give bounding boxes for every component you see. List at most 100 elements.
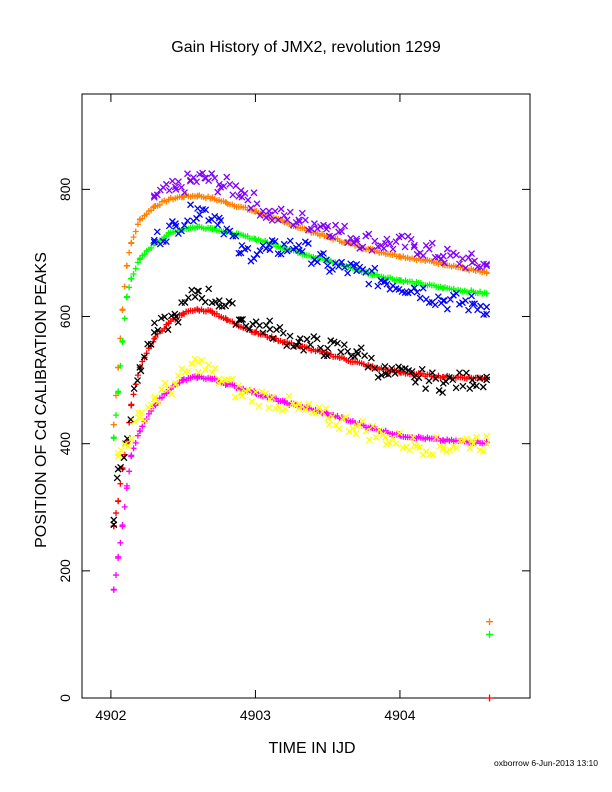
trace-point — [310, 333, 318, 341]
data-point — [114, 452, 122, 460]
trace-point — [305, 400, 313, 408]
trace-point — [132, 439, 139, 446]
trace-point — [362, 268, 370, 276]
trace-point — [473, 433, 481, 441]
trace-point — [202, 206, 210, 214]
trace-point — [298, 247, 306, 255]
trace-point — [262, 390, 269, 398]
trace-point — [121, 503, 128, 510]
trace-point — [439, 445, 447, 453]
trace-point — [361, 352, 369, 360]
trace-point — [326, 268, 333, 276]
trace-point — [310, 220, 318, 228]
trace-point — [459, 436, 467, 444]
trace-point — [141, 251, 148, 258]
trace-point — [479, 383, 487, 391]
trace-point — [419, 252, 427, 260]
trace-point — [306, 341, 314, 349]
trace-point — [231, 393, 239, 401]
trace-point — [367, 354, 375, 362]
trace-point — [413, 288, 421, 296]
trace-point — [162, 180, 170, 188]
trace-point — [151, 393, 159, 401]
trace-point — [250, 189, 258, 197]
trace-point — [380, 278, 388, 286]
trace-point — [371, 264, 379, 272]
trace-point — [395, 363, 402, 371]
trace-point — [191, 293, 199, 301]
x-tick-label: 4903 — [240, 707, 271, 723]
trace-point — [188, 286, 196, 294]
trace-point — [220, 230, 228, 238]
edge-marker — [486, 618, 494, 626]
trace-point — [428, 239, 436, 247]
trace-point — [226, 180, 234, 188]
trace-point — [110, 521, 118, 529]
trace-point — [380, 244, 388, 252]
trace-point — [110, 435, 117, 442]
trace-point — [483, 432, 491, 440]
trace-point — [483, 260, 491, 268]
trace-point — [443, 245, 451, 253]
trace-point — [386, 439, 393, 447]
trace-point — [269, 335, 277, 342]
series-2 — [110, 223, 490, 442]
trace-point — [354, 350, 362, 358]
trace-point — [214, 221, 222, 229]
trace-point — [208, 170, 216, 178]
trace-point — [391, 369, 399, 377]
trace-point — [357, 344, 365, 352]
trace-point — [439, 389, 447, 397]
trace-point — [220, 182, 228, 190]
trace-point — [412, 378, 419, 386]
data-point — [150, 395, 158, 403]
trace-point — [137, 428, 144, 435]
trace-point — [151, 319, 158, 327]
trace-point — [174, 178, 182, 186]
trace-point — [117, 463, 125, 471]
trace-point — [171, 310, 179, 318]
trace-point — [174, 372, 182, 380]
trace-point — [378, 371, 386, 379]
trace-point — [244, 244, 252, 252]
trace-point — [232, 321, 240, 329]
trace-point — [205, 177, 213, 185]
trace-point — [229, 191, 237, 199]
trace-point — [134, 221, 141, 228]
trace-point — [121, 283, 128, 290]
trace-point — [425, 245, 433, 253]
trace-point — [211, 364, 219, 372]
trace-point — [148, 407, 155, 414]
trace-point — [406, 446, 414, 454]
trace-point — [407, 235, 415, 243]
trace-point — [338, 227, 346, 235]
trace-point — [317, 344, 325, 352]
trace-point — [215, 379, 223, 387]
data-point — [324, 262, 332, 270]
trace-point — [335, 263, 343, 270]
trace-point — [256, 247, 264, 255]
trace-point — [162, 238, 170, 246]
trace-point — [167, 312, 175, 320]
trace-point — [278, 407, 286, 415]
trace-point — [171, 183, 179, 191]
data-point — [468, 376, 476, 384]
trace-point — [113, 474, 121, 482]
trace-point — [195, 287, 202, 295]
trace-point — [293, 342, 301, 350]
trace-point — [285, 392, 293, 400]
trace-point — [158, 386, 166, 394]
trace-point — [428, 369, 436, 377]
trace-point — [188, 360, 196, 368]
trace-point — [249, 320, 257, 328]
trace-point — [153, 191, 161, 199]
trace-point — [466, 444, 474, 452]
edge-marker — [486, 694, 494, 702]
trace-point — [124, 442, 132, 450]
trace-point — [115, 388, 122, 395]
y-tick-label: 0 — [57, 694, 73, 702]
trace-point — [408, 368, 416, 376]
trace-point — [401, 243, 409, 251]
trace-point — [130, 385, 138, 393]
trace-point — [181, 299, 189, 306]
